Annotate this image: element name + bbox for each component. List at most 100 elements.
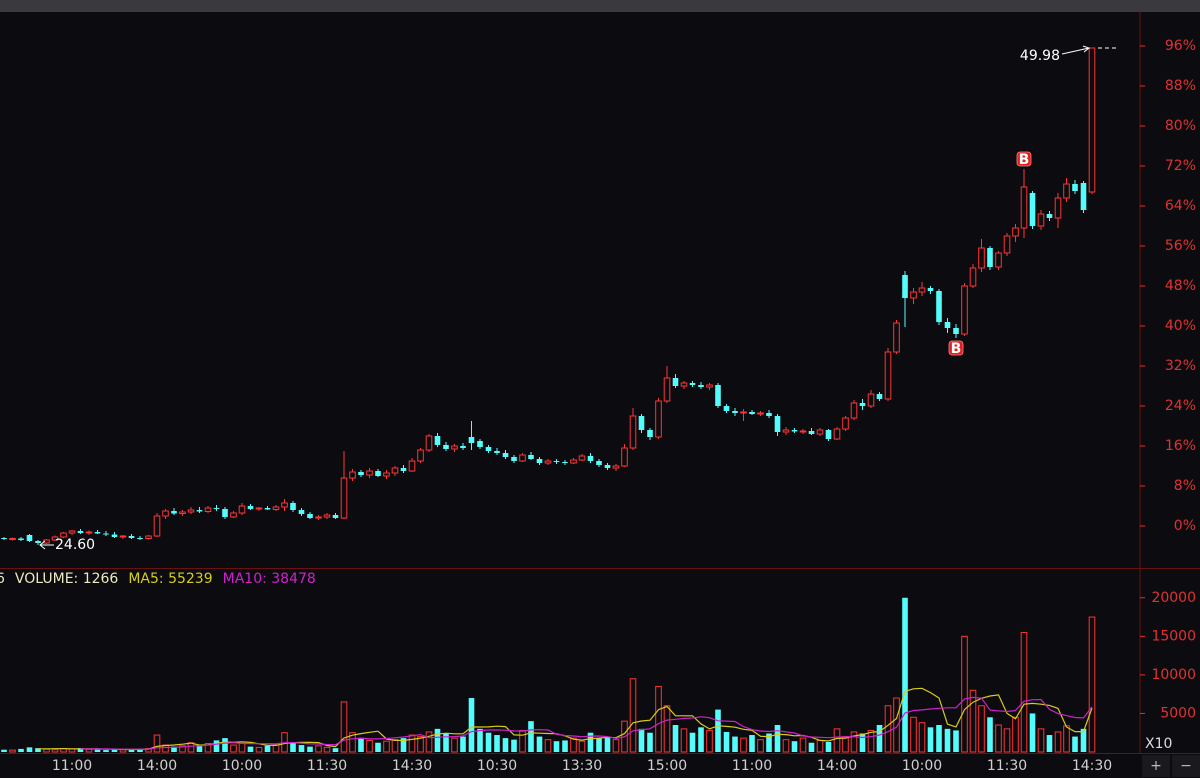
volume-bar [349, 732, 356, 753]
candle-body [238, 505, 246, 514]
candle-body [1080, 183, 1087, 210]
candle-body [204, 507, 212, 512]
x-tick-label: 13:30 [562, 758, 602, 774]
candle-body [978, 247, 985, 269]
candle-body [247, 506, 254, 509]
y-tick-label: 40% [1165, 318, 1196, 334]
y-tick-label: 72% [1165, 158, 1196, 174]
volume-bar [876, 725, 883, 752]
candle-body [417, 449, 424, 462]
volume-bar [511, 739, 517, 752]
candle-body [18, 538, 24, 540]
zoom-out-button[interactable] [1172, 755, 1200, 777]
x-tick-label: 10:30 [477, 758, 517, 774]
candle-body [961, 285, 968, 335]
candle-body [222, 509, 228, 517]
candle-body [511, 457, 517, 461]
candle-body [77, 531, 84, 533]
candle-body [953, 328, 959, 334]
volume-bar [502, 738, 509, 752]
volume-bar [562, 740, 568, 752]
volume-bar [383, 740, 390, 753]
x-tick-label: 14:00 [817, 758, 857, 774]
candle-body [1020, 186, 1028, 229]
candle-body [816, 429, 824, 435]
x-tick-label: 14:00 [137, 758, 177, 774]
candle-body [1037, 213, 1045, 227]
volume-bar [1020, 631, 1028, 753]
volume-bar [1012, 716, 1019, 753]
zoom-in-label[interactable]: + [1150, 758, 1162, 774]
volume-bar [604, 736, 611, 752]
volume-multiplier: X10 [1145, 736, 1172, 752]
candle-body [460, 446, 466, 448]
volume-bar [944, 728, 951, 752]
volume-bar [969, 689, 977, 753]
volume-bar [255, 746, 263, 753]
candle-body [111, 534, 118, 537]
volume-bar [485, 732, 492, 752]
candle-body [723, 406, 730, 411]
volume-bar [400, 738, 407, 752]
volume-bar [358, 738, 364, 752]
x-tick-label: 14:30 [1072, 758, 1112, 774]
candle-body [578, 455, 586, 461]
candle-body [255, 507, 263, 510]
volume-bar [494, 735, 500, 752]
candle-body [918, 287, 926, 293]
candle-body [596, 461, 602, 465]
volume-bar [111, 748, 118, 752]
volume-bar [902, 597, 908, 752]
volume-tick-label: 20000 [1151, 590, 1196, 606]
volume-bar [332, 748, 339, 752]
candle-body [35, 541, 41, 543]
candle-body [26, 535, 33, 541]
candle-body [451, 445, 458, 450]
candle-body [876, 394, 883, 399]
volume-bar [723, 731, 730, 752]
candle-body [1003, 235, 1011, 254]
x-tick-label: 10:00 [222, 758, 262, 774]
candle-body [570, 459, 577, 464]
candle-body [307, 514, 313, 518]
candle-body [544, 460, 552, 464]
candle-body [680, 382, 688, 387]
x-tick-label: 11:00 [732, 758, 772, 774]
high-label: 49.98 [1020, 48, 1060, 64]
candle-body [9, 538, 16, 540]
candle-body [995, 252, 1002, 268]
volume-bar [850, 731, 858, 753]
volume-bar [298, 745, 305, 752]
candle-body [494, 451, 500, 453]
candle-body [213, 508, 220, 509]
volume-bar [451, 737, 458, 753]
candle-body [272, 506, 280, 510]
candle-body [791, 430, 798, 432]
volume-bar [9, 749, 16, 753]
volume-bar [816, 739, 824, 753]
candle-body [468, 437, 475, 443]
candle-body [375, 471, 381, 476]
candle-body [519, 454, 526, 462]
y-tick-label: 96% [1165, 38, 1196, 54]
legend-entry: MA10: 38478 [223, 571, 316, 587]
volume-bar [1063, 725, 1070, 753]
volume-bar [408, 734, 416, 753]
candle-body [298, 510, 305, 514]
candle-body [60, 532, 67, 538]
volume-bar [1046, 735, 1053, 752]
zoom-in-button[interactable] [1142, 755, 1170, 777]
volume-bar [477, 728, 483, 752]
x-tick-label: 15:00 [647, 758, 687, 774]
volume-bar [26, 747, 33, 752]
candle-body [1029, 193, 1036, 226]
volume-bar [536, 736, 543, 752]
y-tick-label: 0% [1174, 518, 1196, 534]
candle-body [1, 538, 7, 539]
y-tick-label: 88% [1165, 78, 1196, 94]
zoom-out-label[interactable]: − [1180, 758, 1192, 774]
volume-bar [375, 742, 381, 752]
volume-bar [222, 738, 228, 752]
candle-body [1063, 183, 1070, 199]
